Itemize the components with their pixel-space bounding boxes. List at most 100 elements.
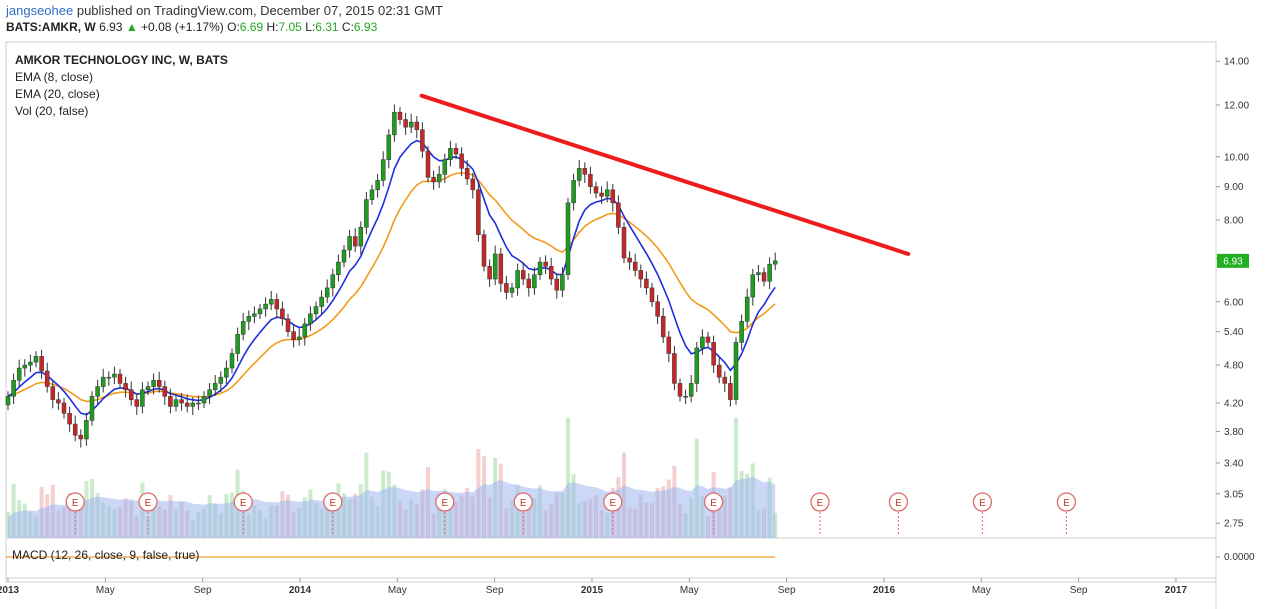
candle-up <box>375 180 380 191</box>
candle-up <box>358 227 364 247</box>
earnings-marker-label: E <box>609 498 616 509</box>
candle-up <box>151 380 156 387</box>
candle-down <box>123 383 128 391</box>
volume-bar-up <box>734 418 738 538</box>
candle-down <box>716 364 722 378</box>
candle-down <box>677 383 683 397</box>
candle-down <box>464 168 470 180</box>
close-value: 6.93 <box>353 20 378 34</box>
candle-up <box>341 249 347 263</box>
time-tick-label: May <box>388 585 407 596</box>
earnings-marker-label: E <box>145 498 152 509</box>
candle-up <box>5 396 11 406</box>
candle-down <box>168 396 173 407</box>
candle-up <box>733 342 739 400</box>
candle-down <box>470 178 476 191</box>
candle-down <box>397 111 403 120</box>
candle-up <box>246 316 252 322</box>
author-link[interactable]: jangseohee <box>6 3 74 18</box>
candle-up <box>767 263 772 282</box>
candle-up <box>448 148 453 160</box>
candle-up <box>408 121 414 128</box>
candle-up <box>744 296 750 322</box>
candle-up <box>532 274 537 289</box>
candle-down <box>50 386 56 400</box>
candles-layer <box>5 104 778 448</box>
price-tick-label: 12.00 <box>1224 101 1249 112</box>
candle-down <box>644 278 649 289</box>
time-tick-label: May <box>972 585 991 596</box>
candle-down <box>722 376 728 384</box>
time-axis[interactable]: 2013 May Sep 2014 May Sep 2015 May Sep 2016 May Sep… <box>0 578 1187 596</box>
candle-up <box>330 274 336 289</box>
price-axis[interactable]: 14.0012.0010.009.008.007.006.005.404.804… <box>1216 57 1249 530</box>
candle-down <box>420 129 425 152</box>
candle-up <box>319 296 324 307</box>
last-price-tag-label: 6.93 <box>1223 256 1243 267</box>
candle-up <box>89 396 95 421</box>
price-tick-label: 9.00 <box>1224 182 1244 193</box>
price-tick-label: 14.00 <box>1224 57 1249 68</box>
candle-down <box>660 316 666 338</box>
candle-up <box>201 396 207 404</box>
candle-down <box>285 318 291 332</box>
earnings-marker-label: E <box>329 498 336 509</box>
legend-ema20[interactable]: EMA (20, close) <box>15 87 100 101</box>
candle-up <box>347 236 352 251</box>
trendline-layer[interactable] <box>419 93 911 256</box>
time-tick-label: 2013 <box>0 585 20 596</box>
candle-up <box>324 287 330 298</box>
earnings-marker-label: E <box>979 498 986 509</box>
volume-bar-up <box>11 483 16 538</box>
candle-up <box>16 367 22 381</box>
candle-up <box>140 389 145 407</box>
candle-down <box>705 336 711 343</box>
candle-down <box>44 370 50 387</box>
candle-down <box>453 148 459 155</box>
candle-down <box>67 413 72 425</box>
candle-down <box>610 189 616 204</box>
candle-up <box>252 313 257 317</box>
earnings-marker <box>888 492 909 512</box>
candle-up <box>369 189 375 200</box>
candle-down <box>352 236 358 247</box>
candle-down <box>179 399 184 404</box>
candle-down <box>459 153 464 169</box>
candle-up <box>386 134 392 160</box>
candle-up <box>218 376 224 384</box>
candle-up <box>33 356 39 363</box>
price-tick-label: 4.20 <box>1224 399 1244 410</box>
legend-volume[interactable]: Vol (20, false) <box>15 104 89 118</box>
published-text: published on TradingView.com, December 0… <box>73 3 443 18</box>
earnings-marker <box>138 492 158 512</box>
candle-up <box>537 261 543 275</box>
high-label: H: <box>266 20 279 34</box>
candle-up <box>492 253 498 280</box>
earnings-marker <box>972 492 993 512</box>
candle-down <box>162 386 168 397</box>
candle-up <box>739 321 744 343</box>
earnings-marker <box>810 492 830 512</box>
publish-info: jangseohee published on TradingView.com,… <box>6 3 443 18</box>
candle-up <box>515 270 520 289</box>
macd-layer: 0.0000 <box>6 552 1255 563</box>
candle-down <box>134 399 140 407</box>
legend-macd[interactable]: MACD (12, 26, close, 9, false, true) <box>12 548 200 562</box>
candle-down <box>520 270 526 280</box>
candle-up <box>22 364 28 369</box>
low-value: 6.31 <box>315 20 339 34</box>
candle-down <box>666 336 672 354</box>
legend-ema8[interactable]: EMA (8, close) <box>15 70 94 84</box>
candle-down <box>156 380 162 387</box>
candle-up <box>772 260 778 265</box>
candle-up <box>263 303 268 310</box>
candle-down <box>403 119 408 128</box>
candle-up <box>683 396 688 398</box>
candle-up <box>11 380 16 397</box>
candle-down <box>649 287 655 303</box>
candle-down <box>56 399 61 404</box>
candle-down <box>72 423 78 436</box>
time-tick-label: Sep <box>778 585 796 596</box>
candle-up <box>576 168 582 181</box>
